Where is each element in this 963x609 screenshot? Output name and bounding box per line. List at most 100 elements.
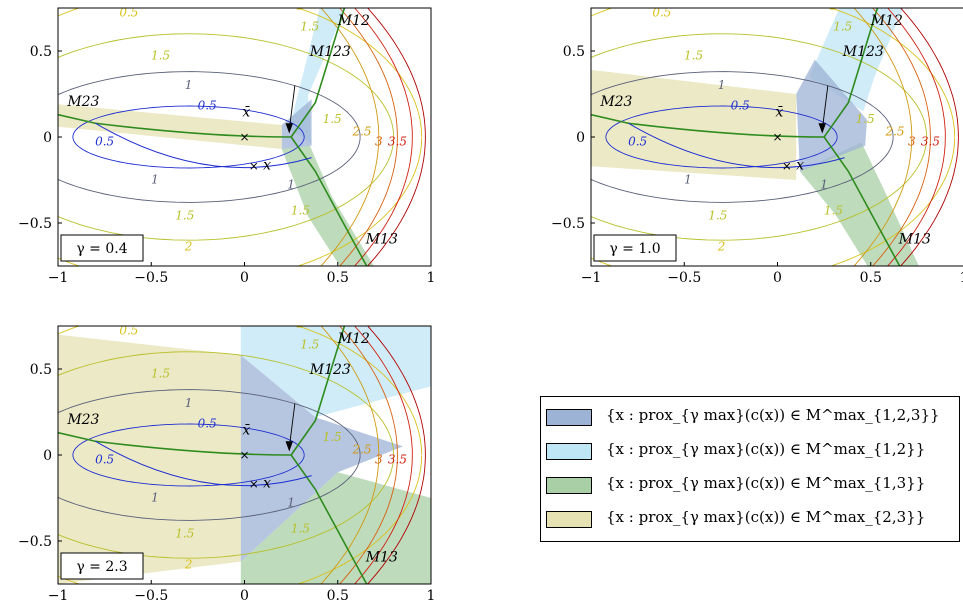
manifold-label-m23: M23 (66, 412, 99, 428)
contour-label: 1.5 (708, 209, 727, 223)
contour-line-1.5 (58, 33, 395, 241)
gamma-label: γ = 0.4 (76, 241, 127, 257)
region-m123 (796, 59, 867, 172)
manifold-label-m13: M13 (365, 232, 398, 248)
contour-label: 0.5 (652, 6, 671, 20)
manifold-label-m23: M23 (599, 94, 632, 110)
contour-line-1 (58, 389, 361, 521)
manifold-label-m12: M12 (870, 13, 903, 29)
y-tick-label: 0 (576, 130, 585, 146)
contour-line-1.5 (591, 33, 928, 241)
panel-gamma-1.0: 0.5 1.5 1 0.5 0.5 1 1.5 2 2 1.5 1 1.5 1.5 2.5 3 3.5 × × x̄… (551, 0, 963, 286)
legend-border (540, 396, 960, 542)
point-x-marker: × (249, 159, 259, 173)
contour-line-2 (591, 8, 956, 266)
contour-label: 2.5 (351, 442, 371, 456)
contour-label: 2 (717, 240, 726, 254)
contour-label: 2 (829, 0, 838, 13)
legend-text-m123: {x : prox_{γ max}(c(x)) ∈ M^max_{1,2,3}} (606, 406, 940, 424)
y-tick-label: −0.5 (551, 216, 585, 232)
gamma-label: γ = 2.3 (76, 559, 127, 575)
x-tick-label: 1 (960, 270, 963, 286)
legend-entry-m23: {x : prox_{γ max}(c(x)) ∈ M^max_{2,3}} (540, 503, 960, 533)
contour-label: 1.5 (323, 430, 342, 444)
contour-label: 0.5 (198, 416, 217, 430)
contour-label: 1 (718, 78, 726, 92)
plot-area: 0.5 1.5 1 0.5 0.5 1 1.5 2 2 1.5 1 1.5 1.5 2.5 3 3.5 × × x̄… (58, 0, 426, 266)
region-m23 (58, 334, 241, 584)
point-xbar-label: x̄ (775, 104, 783, 120)
contour-label: 1.5 (833, 19, 852, 33)
contour-label: 2 (296, 0, 305, 13)
legend-entry-m12: {x : prox_{γ max}(c(x)) ∈ M^max_{1,2}} (540, 435, 960, 465)
contour-line-4 (367, 326, 426, 584)
panel-gamma-0.4: 0.5 1.5 1 0.5 0.5 1 1.5 2 2 1.5 1 1.5 1.5 2.5 3 3.5 × × x̄… (18, 0, 436, 286)
m123-arrow (288, 85, 296, 131)
manifold-m12-curve (823, 8, 879, 138)
contour-line-3.5 (353, 326, 413, 584)
y-tick-label: 0 (43, 130, 52, 146)
contour-label: 0.5 (119, 6, 138, 20)
legend-swatch-m23 (546, 511, 592, 528)
point-xbar-label: x̄ (242, 104, 250, 120)
manifold-label-m13: M13 (365, 550, 398, 566)
region-m23 (58, 104, 282, 149)
manifold-label-m123: M123 (309, 44, 351, 60)
manifold-m13-curve (290, 454, 368, 584)
point-x-label: x (263, 476, 271, 492)
manifold-label-m123: M123 (309, 362, 351, 378)
m123-arrowhead (818, 123, 826, 134)
contour-label: 0.5 (95, 453, 114, 467)
manifold-m23-curve (591, 113, 825, 138)
region-m23 (591, 69, 797, 180)
legend-text-m13: {x : prox_{γ max}(c(x)) ∈ M^max_{1,3}} (606, 474, 926, 492)
contour-line-2.5 (320, 326, 380, 584)
manifold-label-m12: M12 (337, 13, 370, 29)
contour-line-3.5 (353, 8, 413, 266)
contour-label: 2 (184, 558, 193, 572)
contour-label: 1.5 (175, 527, 194, 541)
m123-arrowhead (285, 123, 293, 134)
contour-label: 1.5 (824, 203, 843, 217)
x-tick-label: 0 (773, 270, 782, 286)
manifold-m13-curve (823, 136, 901, 266)
contour-label: 0.5 (119, 324, 138, 338)
legend-swatch-m13 (546, 477, 592, 494)
gamma-label: γ = 1.0 (609, 241, 660, 257)
contour-label: 1.5 (323, 112, 342, 126)
contour-line-3 (872, 8, 931, 266)
x-tick-label: −0.5 (667, 270, 701, 286)
manifold-m12-curve (290, 8, 346, 138)
panel-gamma-2.3: 0.5 1.5 1 0.5 0.5 1 1.5 2 2 1.5 1 1.5 1.5 2.5 3 3.5 × × x̄… (18, 318, 436, 604)
x-tick-label: −0.5 (134, 270, 168, 286)
contour-line-1 (58, 71, 361, 203)
contour-label: 2.5 (884, 124, 904, 138)
y-tick-label: 0.5 (30, 362, 52, 378)
contour-line-0.5 (72, 423, 305, 487)
contour-label: 3.5 (388, 135, 407, 149)
contour-label: 1.5 (300, 19, 319, 33)
contour-label: 1.5 (151, 367, 170, 381)
contour-label: 1.5 (291, 203, 310, 217)
manifold-m12-curve (290, 326, 346, 456)
contour-label: 2 (296, 318, 305, 331)
contour-label: 3.5 (921, 135, 940, 149)
x-tick-label: 1 (427, 588, 436, 604)
x-tick-label: 1 (427, 270, 436, 286)
x-tick-label: −1 (581, 270, 602, 286)
legend: {x : prox_{γ max}(c(x)) ∈ M^max_{1,2,3}}… (540, 396, 960, 542)
point-x-marker: × (249, 477, 259, 491)
x-tick-label: −1 (48, 588, 69, 604)
contour-line-1 (591, 71, 894, 203)
y-tick-label: 0 (43, 448, 52, 464)
legend-text-m23: {x : prox_{γ max}(c(x)) ∈ M^max_{2,3}} (606, 508, 926, 526)
contour-label: 1 (185, 396, 193, 410)
contour-line-2 (58, 8, 423, 266)
contour-line-1.5 (58, 351, 395, 559)
contour-line-2.5 (320, 8, 380, 266)
point-xbar-label: x̄ (242, 422, 250, 438)
contour-label: 1 (820, 178, 828, 192)
contour-label: 1.5 (175, 209, 194, 223)
contour-label: 2 (184, 240, 193, 254)
contour-label: 3 (375, 135, 383, 149)
